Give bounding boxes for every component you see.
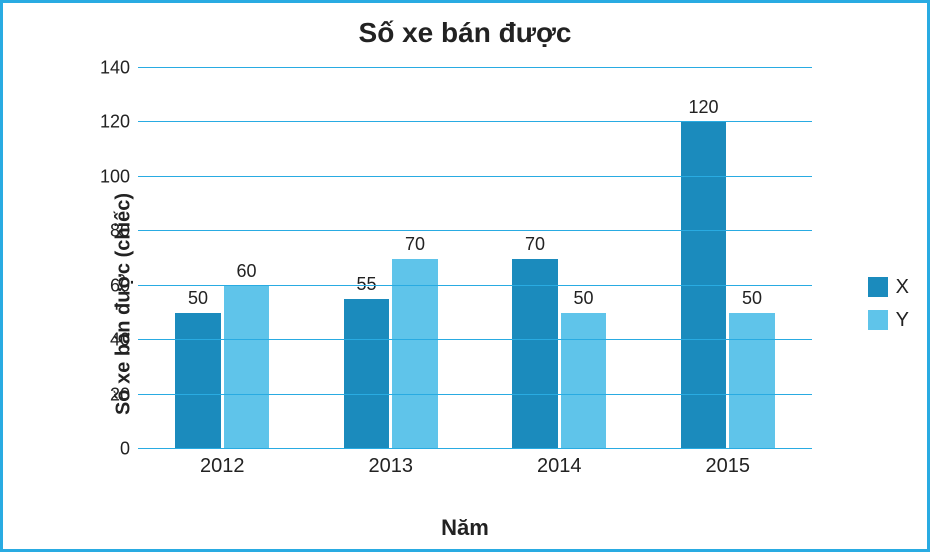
category-label: 2015 (705, 449, 750, 478)
gridline (138, 339, 812, 340)
legend-item-Y: Y (868, 309, 909, 332)
legend-item-X: X (868, 276, 909, 299)
chart-title: Số xe bán được (3, 3, 927, 55)
legend-label: Y (896, 309, 909, 332)
bar-value-label: 120 (688, 97, 718, 122)
bar-group: 20125060 (155, 68, 290, 449)
bar-value-label: 55 (356, 274, 376, 299)
gridline (138, 121, 812, 122)
bar-value-label: 70 (405, 234, 425, 259)
category-label: 2013 (368, 449, 413, 478)
bar-group: 20147050 (492, 68, 627, 449)
category-label: 2012 (200, 449, 245, 478)
bar-group: 201512050 (660, 68, 795, 449)
legend-swatch (868, 310, 888, 330)
bars-area: 2012506020135570 20147050201512050 (138, 68, 812, 449)
bar-X: 70 (512, 259, 558, 450)
legend: XY (868, 266, 909, 342)
legend-swatch (868, 277, 888, 297)
bar-X: 55 (344, 299, 390, 449)
gridline (138, 285, 812, 286)
chart-body: Số xe bán được (chiếc) 20125060201355702… (3, 58, 927, 549)
y-tick-label: 60 (110, 275, 138, 296)
y-tick-label: 120 (100, 112, 138, 133)
bar-value-label: 60 (236, 261, 256, 286)
y-tick-label: 0 (120, 439, 138, 460)
bar-X: 120 (681, 122, 727, 449)
bar-value-label: 70 (525, 234, 545, 259)
y-tick-label: 100 (100, 166, 138, 187)
y-tick-label: 140 (100, 58, 138, 79)
plot-area: 201250602013557020147050201512050 020406… (138, 68, 812, 449)
bar-Y: 70 (392, 259, 438, 450)
y-tick-label: 80 (110, 221, 138, 242)
gridline (138, 230, 812, 231)
bar-Y: 60 (224, 286, 270, 449)
bar-value-label: 50 (573, 288, 593, 313)
bar-group: 20135570 (323, 68, 458, 449)
legend-label: X (896, 276, 909, 299)
gridline (138, 176, 812, 177)
bar-Y: 50 (561, 313, 607, 449)
plot-wrap: 201250602013557020147050201512050 020406… (98, 68, 812, 479)
x-axis-label: Năm (441, 515, 489, 541)
gridline (138, 448, 812, 449)
bar-value-label: 50 (188, 288, 208, 313)
bar-Y: 50 (729, 313, 775, 449)
chart-frame: Số xe bán được Số xe bán được (chiếc) 20… (0, 0, 930, 552)
category-label: 2014 (537, 449, 582, 478)
y-tick-label: 40 (110, 330, 138, 351)
bar-X: 50 (175, 313, 221, 449)
gridline (138, 394, 812, 395)
gridline (138, 67, 812, 68)
bar-value-label: 50 (742, 288, 762, 313)
y-tick-label: 20 (110, 384, 138, 405)
